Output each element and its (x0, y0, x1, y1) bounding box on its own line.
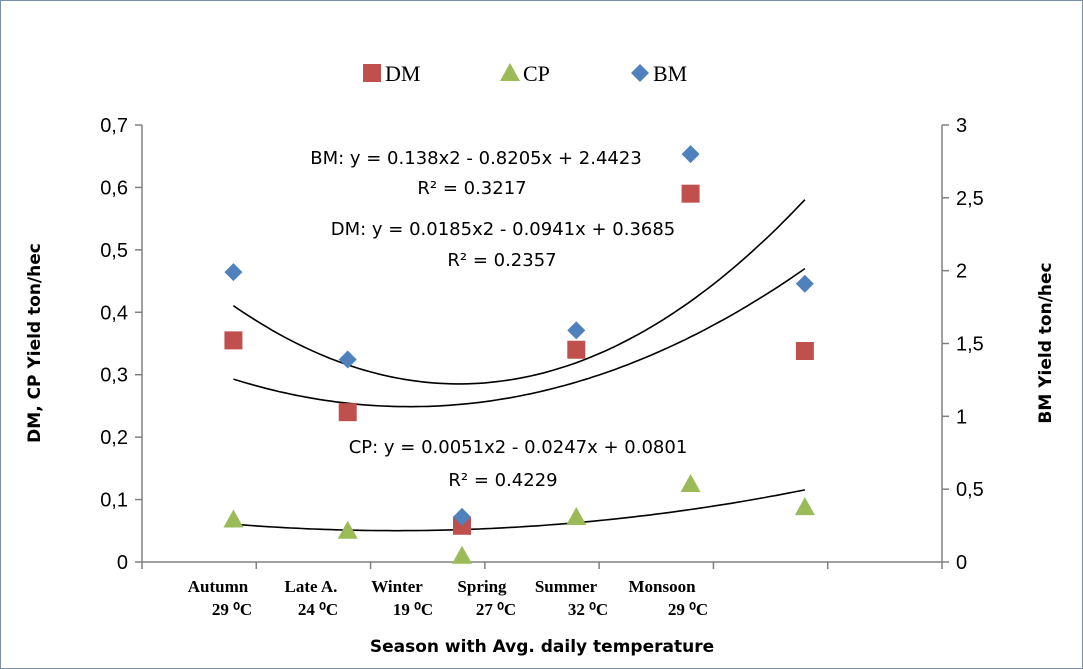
bm-point (338, 350, 357, 369)
left-tick-label: 0,5 (100, 240, 128, 262)
dm-point (224, 331, 243, 350)
y-axis-right-title: BM Yield ton/hec (1036, 262, 1056, 423)
x-category-label: Spring (457, 577, 507, 596)
cp-point (452, 545, 472, 564)
dm-point (795, 341, 814, 360)
x-category-temp: 27 ⁰C (476, 600, 516, 619)
cp-point (794, 497, 815, 516)
right-tick-label: 0,5 (956, 479, 984, 501)
legend-marker-bm (631, 64, 649, 82)
bm-point (453, 507, 471, 526)
x-category-label: Late A. (285, 577, 338, 596)
legend-marker-cp (500, 63, 520, 81)
legend-label-bm: BM (653, 61, 687, 86)
right-tick-label: 1 (956, 406, 967, 428)
bm-point (224, 263, 243, 282)
dm-equation: DM: y = 0.0185x2 - 0.0941x + 0.3685 (331, 219, 676, 240)
left-tick-label: 0,1 (100, 490, 128, 512)
cp-point (566, 507, 587, 526)
x-category-label: Autumn (188, 577, 249, 596)
left-tick-label: 0 (117, 552, 128, 574)
cp-point (337, 520, 358, 539)
y-axis-left-title: DM, CP Yield ton/hec (25, 243, 45, 443)
legend-label-cp: CP (523, 61, 550, 86)
left-tick-label: 0,7 (100, 115, 128, 137)
cp-equation: CP: y = 0.0051x2 - 0.0247x + 0.0801 (349, 437, 688, 458)
x-category-label: Monsoon (628, 577, 696, 596)
right-tick-label: 2 (956, 261, 967, 283)
right-tick-label: 2,5 (956, 188, 984, 210)
dm-point (567, 340, 586, 359)
x-category-temp: 19 ⁰C (393, 600, 433, 619)
trendline-bm (232, 199, 806, 385)
right-tick-label: 1,5 (956, 334, 984, 356)
x-axis-title: Season with Avg. daily temperature (370, 637, 714, 657)
x-category-temp: 29 ⁰C (212, 600, 252, 619)
x-category-temp: 32 ⁰C (568, 600, 608, 619)
left-tick-label: 0,2 (100, 427, 128, 449)
cp-r-squared: R² = 0.4229 (448, 470, 557, 491)
dm-point (681, 184, 700, 203)
right-tick-label: 3 (956, 115, 967, 137)
legend-marker-dm (363, 64, 381, 82)
x-category-temp: 29 ⁰C (668, 600, 708, 619)
trendline-dm (233, 267, 806, 408)
cp-point (223, 509, 244, 528)
bm-point (681, 145, 700, 164)
cp-point (680, 473, 701, 492)
left-tick-label: 0,4 (100, 302, 128, 324)
x-category-label: Summer (535, 577, 598, 596)
bm-equation: BM: y = 0.138x2 - 0.8205x + 2.4423 (310, 148, 642, 169)
right-tick-label: 0 (956, 552, 967, 574)
bm-point (795, 274, 814, 293)
x-category-temp: 24 ⁰C (298, 600, 338, 619)
left-tick-label: 0,6 (100, 177, 128, 199)
bm-point (567, 321, 586, 340)
legend-label-dm: DM (385, 61, 420, 86)
bm-r-squared: R² = 0.3217 (417, 178, 526, 199)
trendline-cp (233, 489, 806, 532)
x-category-label: Winter (371, 577, 423, 596)
dm-point (338, 403, 357, 422)
dm-r-squared: R² = 0.2357 (447, 250, 556, 271)
left-tick-label: 0,3 (100, 365, 128, 387)
